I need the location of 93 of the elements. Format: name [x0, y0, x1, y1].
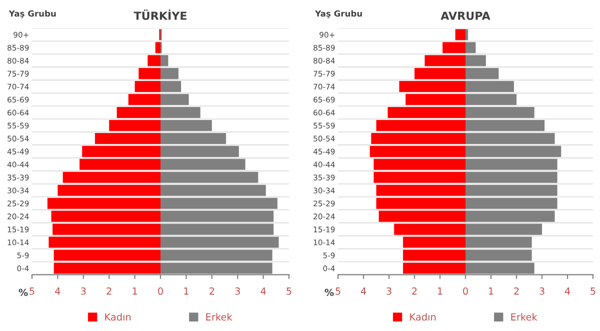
- x-tick-label: 5: [336, 288, 340, 295]
- legend-label: Kadın: [410, 313, 436, 321]
- bar: [160, 210, 274, 222]
- bar: [160, 94, 189, 106]
- x-tick-label: 1: [184, 288, 188, 295]
- bar: [376, 198, 466, 209]
- bar: [466, 158, 558, 170]
- bar: [155, 42, 160, 54]
- bar: [394, 224, 466, 235]
- x-tick-label: 3: [386, 287, 392, 295]
- x-tick-label: 3: [540, 287, 544, 295]
- bar: [160, 106, 200, 118]
- bar: [160, 132, 226, 144]
- bar: [466, 106, 534, 118]
- bar: [62, 172, 160, 183]
- bar: [466, 68, 499, 80]
- x-axis-title: %: [324, 288, 334, 296]
- bar: [466, 81, 514, 92]
- bar: [466, 184, 558, 196]
- x-tick-label: 2: [210, 287, 214, 295]
- x-tick-label: 0: [158, 287, 163, 295]
- bar: [406, 94, 466, 106]
- bar: [424, 55, 466, 66]
- bar: [399, 81, 466, 92]
- bar: [80, 158, 160, 170]
- bar: [414, 68, 466, 80]
- bar: [466, 146, 562, 157]
- bar: [160, 158, 246, 170]
- x-tick-label: 2: [412, 287, 417, 295]
- x-tick-label: 5: [30, 288, 34, 295]
- x-axis-title: %: [18, 288, 28, 296]
- x-tick-label: 1: [488, 288, 494, 295]
- x-tick-label: 4: [260, 288, 266, 295]
- x-tick-label: 1: [438, 288, 442, 295]
- bar: [160, 224, 274, 235]
- x-tick-label: 3: [81, 287, 86, 295]
- chart-title: AVRUPA: [440, 12, 490, 20]
- bar: [370, 146, 466, 157]
- bar: [374, 158, 466, 170]
- x-tick-label: 4: [55, 288, 60, 295]
- bar: [160, 120, 212, 131]
- x-tick-label: 2: [106, 287, 112, 295]
- x-tick-label: 5: [286, 288, 292, 295]
- bar: [466, 29, 468, 40]
- bar: [378, 210, 466, 222]
- bar: [160, 172, 258, 183]
- bar: [442, 42, 466, 54]
- bar: [455, 29, 466, 40]
- bar: [160, 68, 178, 80]
- bar: [376, 120, 466, 131]
- bar: [466, 198, 558, 209]
- bar: [58, 184, 160, 196]
- bar: [466, 55, 486, 66]
- x-tick-label: 0: [463, 287, 468, 295]
- bar: [138, 68, 160, 80]
- bar: [466, 94, 516, 106]
- legend-label: Kadın: [105, 313, 131, 321]
- bar: [160, 146, 239, 157]
- bar: [466, 224, 542, 235]
- bar: [134, 81, 160, 92]
- bar: [466, 42, 476, 54]
- bar: [160, 184, 266, 196]
- bar: [160, 198, 278, 209]
- bar: [466, 172, 558, 183]
- bar: [374, 172, 466, 183]
- bar: [466, 210, 555, 222]
- x-tick-label: 2: [514, 287, 519, 295]
- bar: [371, 132, 466, 144]
- y-axis-title: Yaş Grubu: [314, 10, 362, 18]
- x-tick-label: 1: [132, 288, 137, 295]
- bar: [148, 55, 160, 66]
- bar: [466, 132, 555, 144]
- bar: [116, 106, 160, 118]
- legend-label: Erkek: [206, 313, 232, 321]
- x-tick-label: 4: [360, 288, 366, 295]
- x-tick-label: 5: [590, 288, 596, 295]
- bar: [160, 55, 168, 66]
- bar: [160, 81, 182, 92]
- x-tick-label: 3: [235, 287, 240, 295]
- bar: [128, 94, 160, 106]
- legend-label: Erkek: [511, 313, 538, 321]
- bar: [82, 146, 160, 157]
- bar: [51, 210, 160, 222]
- bar: [376, 184, 466, 196]
- y-axis-title: Yaş Grubu: [8, 10, 56, 18]
- bar: [52, 224, 160, 235]
- bar: [388, 106, 466, 118]
- bar: [94, 132, 160, 144]
- bar: [47, 198, 160, 209]
- bar: [109, 120, 160, 131]
- bar: [466, 120, 545, 131]
- x-tick-label: 4: [564, 288, 570, 295]
- chart-title: TÜRKİYE: [134, 10, 186, 20]
